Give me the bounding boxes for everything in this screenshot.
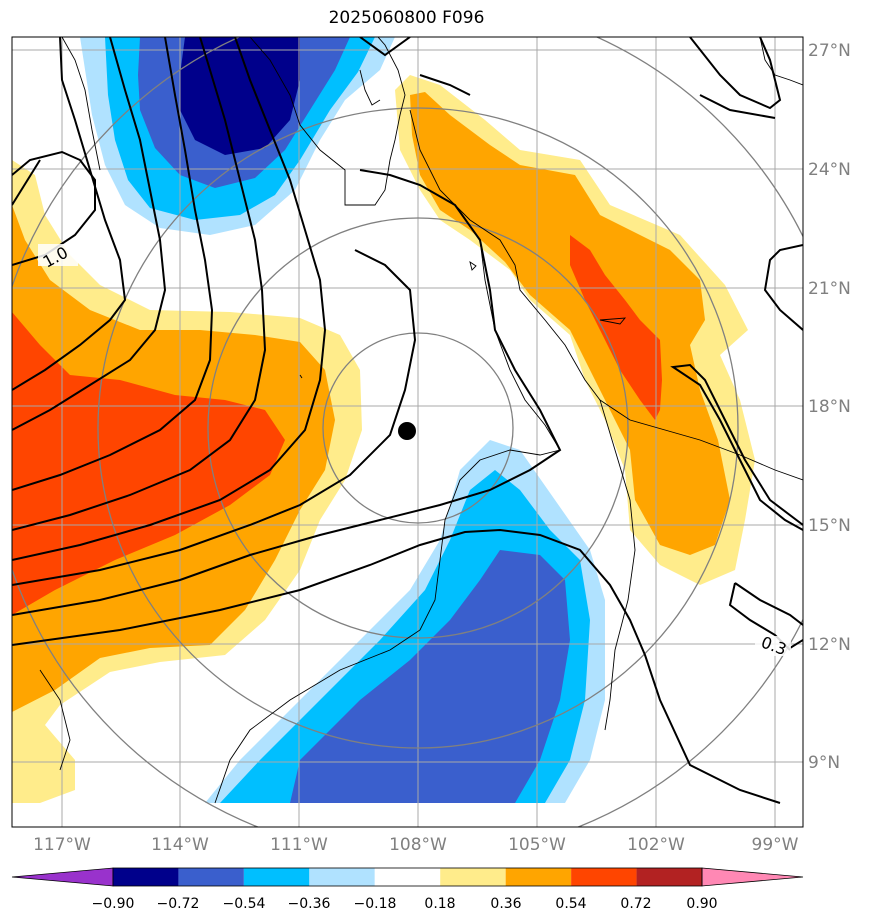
colorbar-tick-label: 0.72 [620, 896, 651, 912]
map-title: 2025060800 F096 [328, 8, 485, 28]
colorbar-swatch [374, 868, 441, 886]
colorbar-swatches [11, 867, 804, 887]
lon-tick-label: 108°W [389, 835, 447, 855]
colorbar-swatch [571, 868, 637, 886]
latitude-tick-labels: 27°N 24°N 21°N 18°N 15°N 12°N 9°N [808, 41, 851, 773]
colorbar-swatch [505, 868, 572, 886]
plot-frame [11, 36, 804, 828]
shading-positive-west [12, 160, 362, 803]
contour-label-group: 1.0 0.3 [38, 243, 791, 659]
lon-tick-label: 117°W [33, 835, 91, 855]
colorbar-tick-label: 0.18 [424, 896, 455, 912]
colorbar: −0.90 −0.72 −0.54 −0.36 −0.18 0.18 0.36 … [11, 867, 804, 912]
colorbar-swatch [636, 868, 702, 886]
lat-tick-label: 9°N [808, 753, 840, 773]
colorbar-extension-min [11, 867, 114, 887]
colorbar-tick-label: −0.54 [223, 896, 266, 912]
colorbar-tick-label: −0.90 [92, 896, 135, 912]
colorbar-tick-labels: −0.90 −0.72 −0.54 −0.36 −0.18 0.18 0.36 … [92, 896, 718, 912]
lat-tick-label: 21°N [808, 279, 851, 299]
colorbar-swatch [309, 868, 375, 886]
lat-tick-label: 15°N [808, 516, 851, 536]
shading-negative-south [205, 440, 605, 803]
lon-tick-label: 111°W [270, 835, 328, 855]
colorbar-tick-label: 0.54 [555, 896, 586, 912]
lat-tick-label: 18°N [808, 397, 851, 417]
lon-tick-label: 114°W [151, 835, 209, 855]
shading-positive-east [395, 75, 755, 585]
colorbar-swatch [243, 868, 310, 886]
lat-tick-label: 12°N [808, 635, 851, 655]
map-plot-area: 1.0 0.3 [12, 37, 803, 827]
lat-tick-label: 24°N [808, 160, 851, 180]
colorbar-swatch [440, 868, 506, 886]
longitude-tick-labels: 117°W 114°W 111°W 108°W 105°W 102°W 99°W [33, 835, 799, 855]
colorbar-tick-label: −0.72 [157, 896, 200, 912]
colorbar-frame [112, 867, 703, 887]
lon-tick-label: 99°W [752, 835, 799, 855]
colorbar-tick-label: 0.36 [490, 896, 521, 912]
lat-tick-label: 27°N [808, 41, 851, 61]
colorbar-tick-label: 0.90 [686, 896, 717, 912]
colorbar-extension-max [701, 867, 804, 887]
colorbar-swatch [178, 868, 244, 886]
range-rings [12, 37, 803, 827]
lon-tick-label: 105°W [508, 835, 566, 855]
colorbar-tick-label: −0.36 [288, 896, 331, 912]
lon-tick-label: 102°W [627, 835, 685, 855]
coastlines [39, 37, 803, 804]
contour-lines [12, 37, 803, 804]
storm-center-marker [398, 422, 416, 440]
graticule [12, 37, 803, 827]
colorbar-tick-label: −0.18 [354, 896, 397, 912]
colorbar-swatch [113, 868, 179, 886]
